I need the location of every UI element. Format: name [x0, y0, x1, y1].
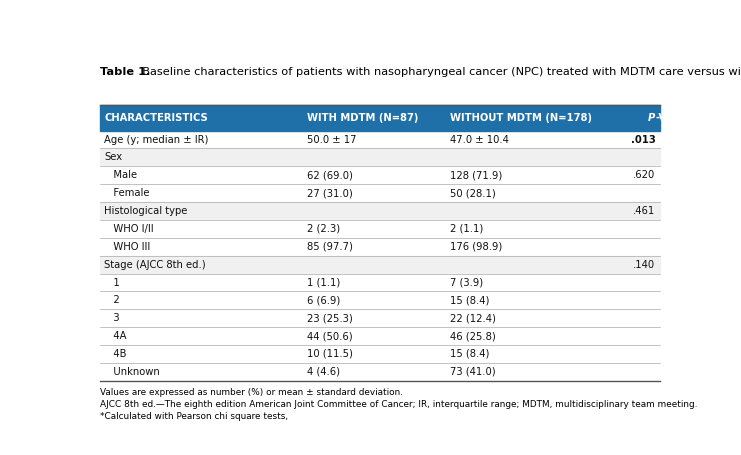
Bar — [99, 345, 660, 363]
Text: WHO III: WHO III — [104, 242, 150, 252]
Text: Unknown: Unknown — [104, 367, 160, 377]
Text: .013: .013 — [631, 135, 655, 145]
Text: 44 (50.6): 44 (50.6) — [307, 331, 353, 341]
Bar — [99, 238, 660, 256]
Text: Baseline characteristics of patients with nasopharyngeal cancer (NPC) treated wi: Baseline characteristics of patients wit… — [135, 67, 741, 77]
Text: Age (y; median ± IR): Age (y; median ± IR) — [104, 135, 208, 145]
Text: 7 (3.9): 7 (3.9) — [451, 278, 484, 288]
Text: .461: .461 — [633, 206, 655, 216]
Text: 50 (28.1): 50 (28.1) — [451, 188, 496, 198]
Text: 4 (4.6): 4 (4.6) — [307, 367, 340, 377]
Bar — [99, 131, 660, 148]
Text: CHARACTERISTICS: CHARACTERISTICS — [104, 113, 208, 123]
Text: 3: 3 — [104, 313, 120, 323]
Text: Female: Female — [104, 188, 150, 198]
Bar — [99, 273, 660, 292]
Bar — [99, 256, 660, 273]
Text: 27 (31.0): 27 (31.0) — [307, 188, 353, 198]
Text: 2: 2 — [104, 295, 120, 305]
Text: Values are expressed as number (%) or mean ± standard deviation.: Values are expressed as number (%) or me… — [99, 389, 402, 398]
Bar — [99, 363, 660, 381]
Bar — [99, 184, 660, 202]
Text: 22 (12.4): 22 (12.4) — [451, 313, 496, 323]
Text: 62 (69.0): 62 (69.0) — [307, 170, 353, 180]
Text: -VALUE*: -VALUE* — [655, 113, 700, 123]
Bar — [99, 327, 660, 345]
Bar — [99, 106, 660, 131]
Text: Table 1.: Table 1. — [99, 67, 150, 77]
Text: 23 (25.3): 23 (25.3) — [307, 313, 353, 323]
Text: 6 (6.9): 6 (6.9) — [307, 295, 340, 305]
Bar — [99, 167, 660, 184]
Text: 46 (25.8): 46 (25.8) — [451, 331, 496, 341]
Text: 15 (8.4): 15 (8.4) — [451, 295, 490, 305]
Text: 2 (2.3): 2 (2.3) — [307, 224, 340, 234]
Text: .140: .140 — [634, 260, 655, 270]
Text: AJCC 8th ed.—The eighth edition American Joint Committee of Cancer; IR, interqua: AJCC 8th ed.—The eighth edition American… — [99, 400, 697, 410]
Bar — [99, 309, 660, 327]
Bar — [99, 148, 660, 167]
Text: 85 (97.7): 85 (97.7) — [307, 242, 353, 252]
Bar — [99, 292, 660, 309]
Text: 128 (71.9): 128 (71.9) — [451, 170, 502, 180]
Text: 73 (41.0): 73 (41.0) — [451, 367, 496, 377]
Bar — [99, 202, 660, 220]
Text: Stage (AJCC 8th ed.): Stage (AJCC 8th ed.) — [104, 260, 206, 270]
Text: 4A: 4A — [104, 331, 127, 341]
Bar — [99, 220, 660, 238]
Text: .620: .620 — [633, 170, 655, 180]
Text: 1: 1 — [104, 278, 120, 288]
Text: 4B: 4B — [104, 349, 127, 359]
Text: 1 (1.1): 1 (1.1) — [307, 278, 340, 288]
Text: Sex: Sex — [104, 152, 122, 162]
Text: 176 (98.9): 176 (98.9) — [451, 242, 502, 252]
Text: WITHOUT MDTM (N=178): WITHOUT MDTM (N=178) — [451, 113, 592, 123]
Text: WHO I/II: WHO I/II — [104, 224, 153, 234]
Text: 10 (11.5): 10 (11.5) — [307, 349, 353, 359]
Text: 2 (1.1): 2 (1.1) — [451, 224, 484, 234]
Text: Male: Male — [104, 170, 137, 180]
Text: 15 (8.4): 15 (8.4) — [451, 349, 490, 359]
Text: 50.0 ± 17: 50.0 ± 17 — [307, 135, 356, 145]
Text: 47.0 ± 10.4: 47.0 ± 10.4 — [451, 135, 509, 145]
Text: WITH MDTM (N=87): WITH MDTM (N=87) — [307, 113, 418, 123]
Text: *Calculated with Pearson chi square tests,: *Calculated with Pearson chi square test… — [99, 412, 290, 421]
Text: P: P — [648, 113, 655, 123]
Text: Histological type: Histological type — [104, 206, 187, 216]
